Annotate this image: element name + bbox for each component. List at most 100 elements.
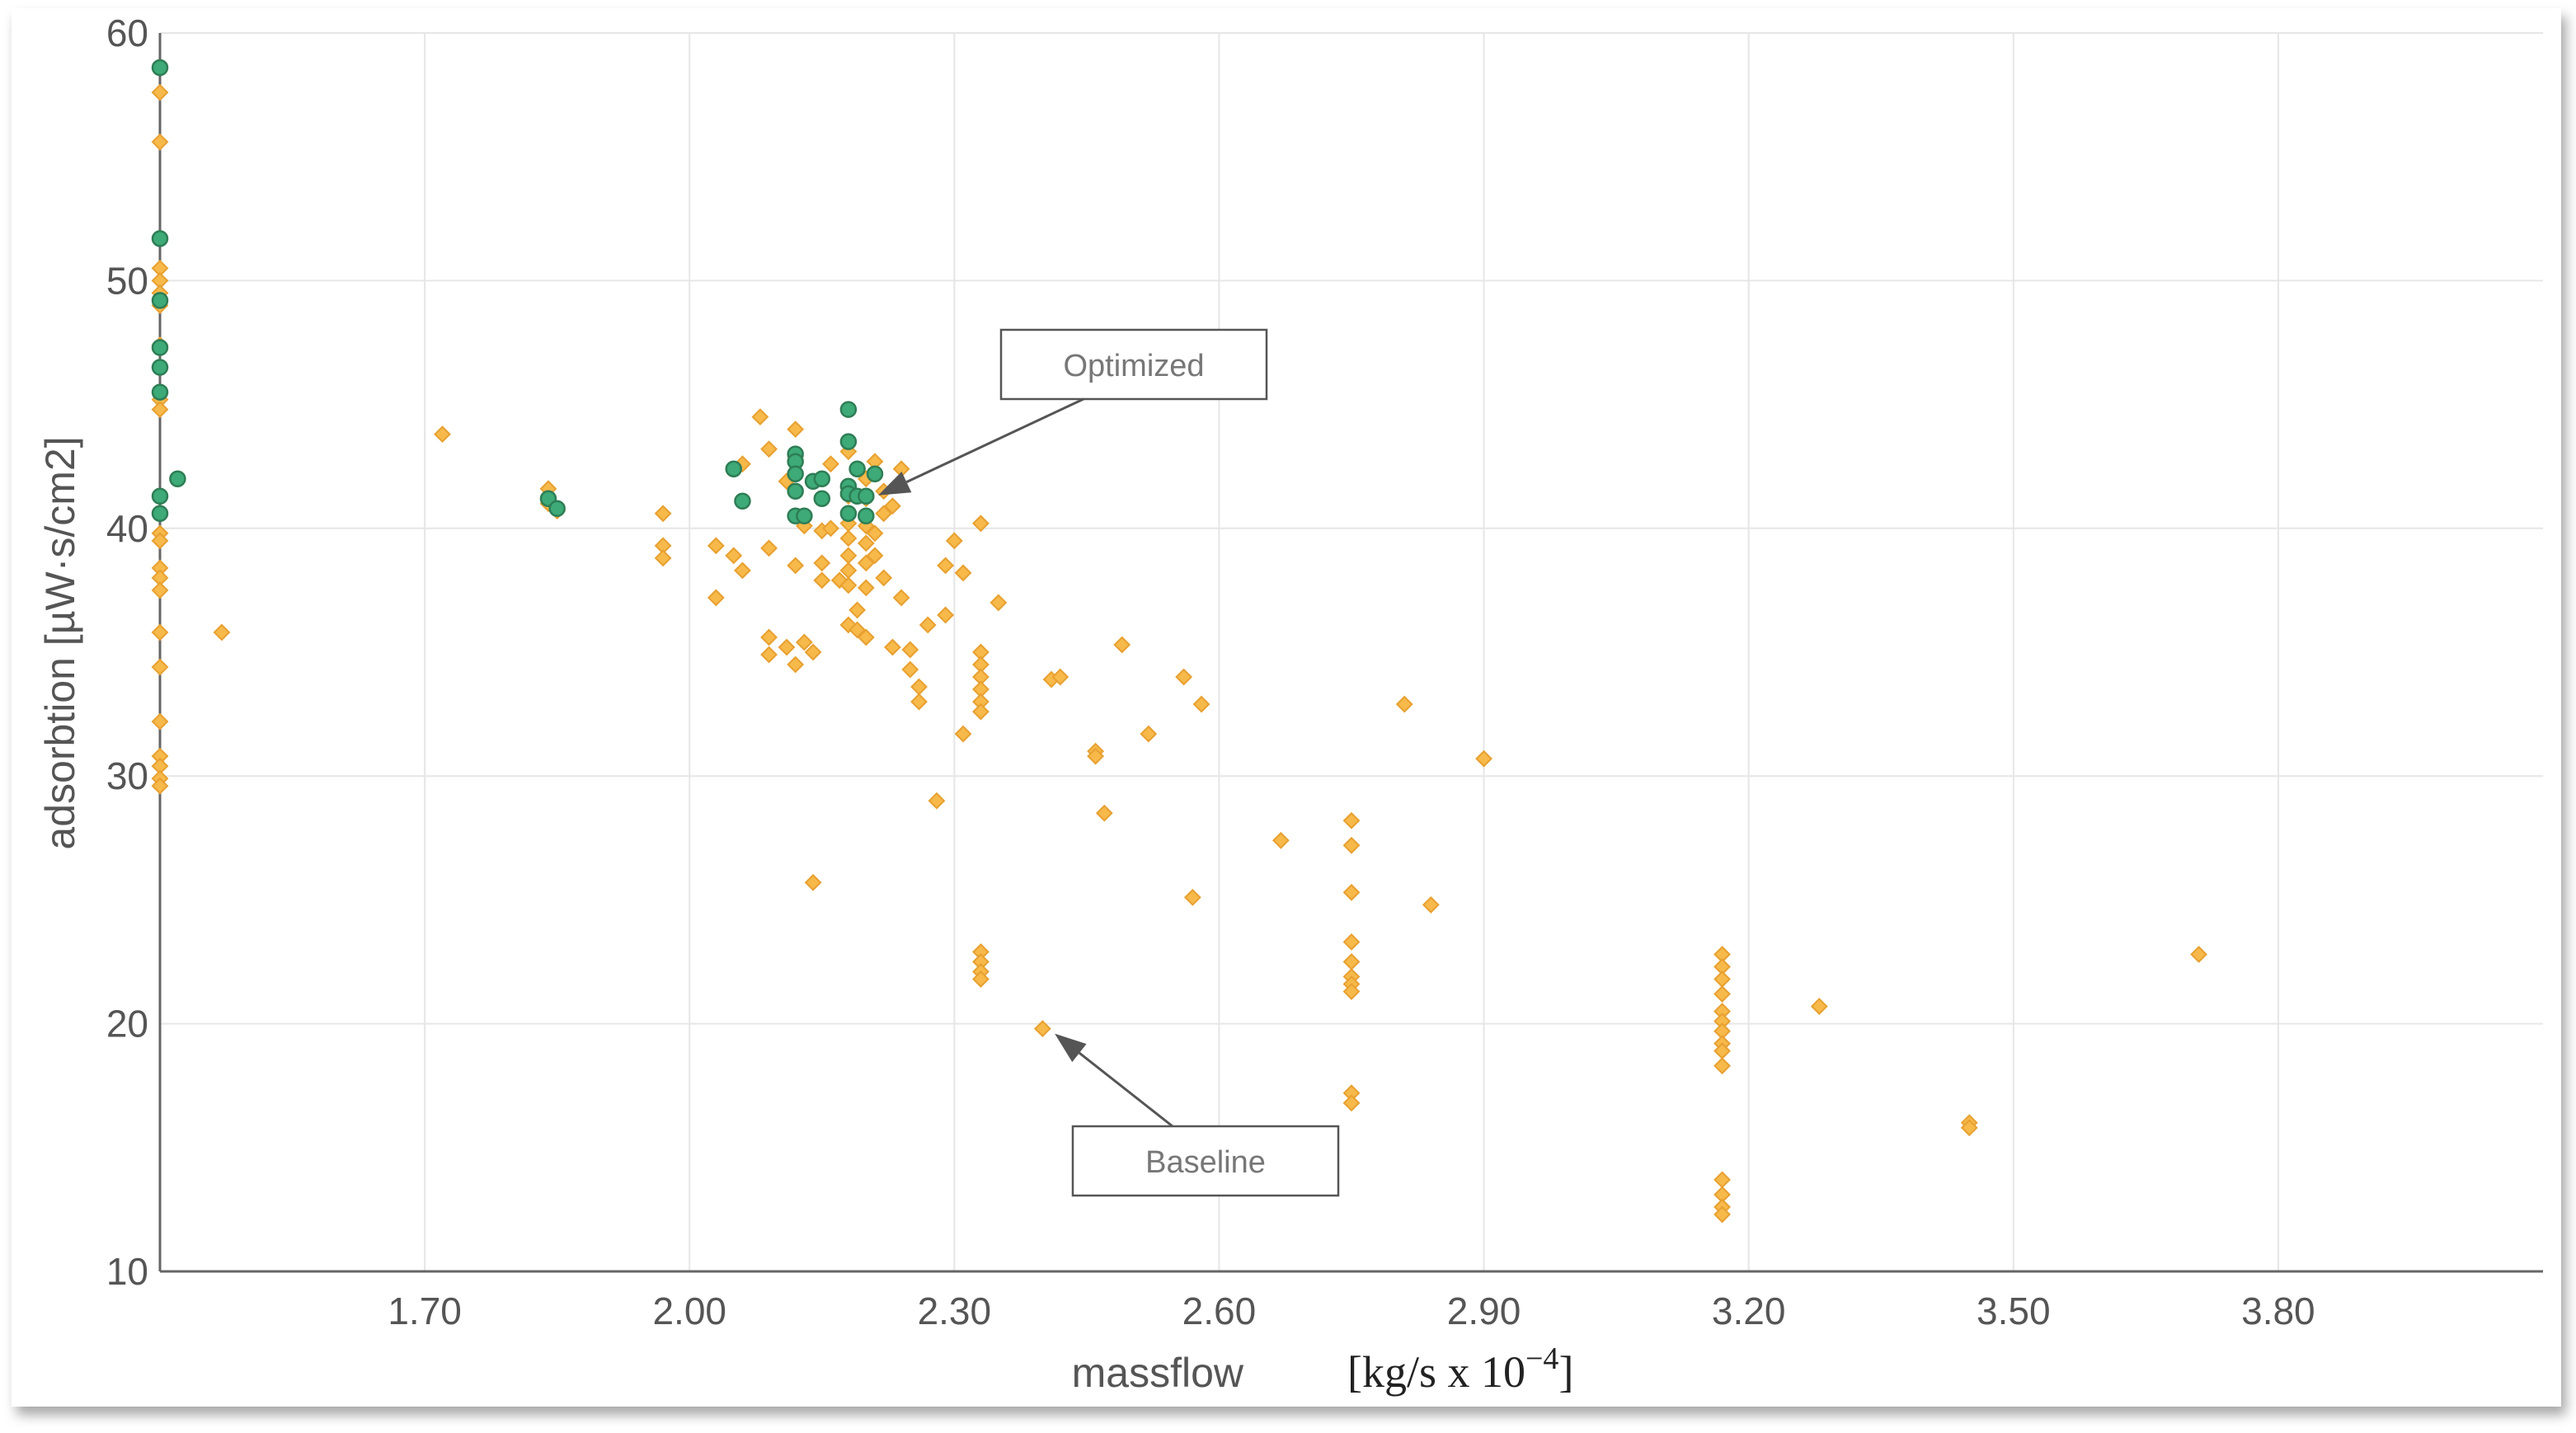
optimized-samples-point	[787, 482, 804, 500]
x-tick-label: 3.80	[2241, 1290, 2315, 1332]
baseline-samples-point	[954, 564, 972, 582]
baseline-label-box	[1071, 1125, 1340, 1197]
baseline-samples-point	[151, 777, 169, 795]
baseline-samples-point	[937, 606, 955, 624]
x-axis-unit-suffix: ]	[1558, 1347, 1573, 1397]
optimized-samples-point	[866, 465, 884, 482]
baseline-samples-point	[839, 529, 858, 547]
x-tick-label: 2.00	[652, 1290, 726, 1332]
baseline-samples-point	[778, 638, 796, 656]
baseline-samples-point	[919, 616, 937, 634]
baseline-samples-point	[1960, 1119, 1978, 1137]
baseline-samples-point	[1713, 1205, 1731, 1224]
scatter-chart: 10 20 30 40 50 60 1.70 2.00 2.30 2.60 2.90 3.20 3.50…	[37, 12, 2543, 1397]
optimized-label-box	[999, 328, 1268, 401]
optimized-samples-point	[151, 339, 169, 356]
baseline-samples-point	[734, 561, 751, 580]
baseline-samples-point	[1272, 831, 1290, 849]
baseline-samples-point	[857, 579, 875, 597]
baseline-samples-point	[707, 589, 725, 607]
baseline-samples-point	[151, 133, 169, 151]
baseline-samples-point	[1810, 998, 1828, 1015]
baseline-samples-point	[954, 725, 972, 743]
baseline-samples-point	[813, 571, 831, 590]
baseline-samples-point	[151, 401, 169, 419]
y-tick-label: 10	[106, 1250, 148, 1293]
y-tick-label: 20	[106, 1003, 148, 1045]
data-points	[151, 59, 2207, 1224]
optimized-samples-point	[813, 490, 831, 508]
baseline-samples-point	[839, 547, 858, 565]
tick-labels: 10 20 30 40 50 60 1.70 2.00 2.30 2.60 2.90 3.20 3.50…	[106, 12, 2315, 1332]
baseline-samples-point	[1095, 804, 1113, 822]
optimized-samples-point	[151, 292, 169, 309]
x-axis-title-group: massflow [kg/s x 10−4]	[1072, 1341, 1574, 1397]
baseline-samples-point	[151, 658, 169, 676]
baseline-samples-point	[1342, 836, 1361, 854]
optimized-samples-point	[151, 230, 169, 247]
optimized-samples-point	[169, 470, 186, 487]
baseline-samples-point	[787, 421, 805, 439]
baseline-samples-point	[866, 547, 884, 565]
baseline-samples-point	[1342, 883, 1361, 901]
baseline-samples-point	[875, 505, 893, 523]
optimized-samples-point	[839, 401, 858, 418]
x-tick-label: 2.90	[1447, 1290, 1521, 1332]
optimized-label: Optimized	[1063, 349, 1204, 383]
x-axis-unit-prefix: [kg/s x 10	[1347, 1347, 1525, 1397]
baseline-samples-point	[1342, 983, 1361, 1000]
baseline-samples-point	[1342, 1094, 1361, 1112]
x-axis-unit: [kg/s x 10−4]	[1347, 1341, 1573, 1397]
baseline-samples-point	[760, 440, 778, 458]
baseline-samples-point	[2190, 946, 2207, 963]
baseline-samples-point	[804, 643, 822, 661]
baseline-samples-point	[1713, 970, 1731, 988]
optimized-samples-point	[151, 383, 169, 401]
optimized-arrowhead	[878, 471, 912, 496]
baseline-arrow	[1079, 1051, 1173, 1128]
baseline-samples-point	[839, 576, 858, 594]
optimized-samples-point	[725, 460, 742, 477]
y-tick-label: 50	[106, 259, 148, 302]
x-axis-unit-exponent: −4	[1525, 1341, 1558, 1376]
grid-lines	[160, 32, 2543, 1272]
optimized-samples-point	[787, 465, 804, 482]
annotations: Optimized Baseline	[878, 328, 1340, 1197]
baseline-samples-point	[151, 623, 169, 641]
x-tick-label: 3.50	[1977, 1290, 2051, 1332]
baseline-samples-point	[910, 693, 928, 711]
optimized-samples-point	[839, 505, 858, 523]
baseline-samples-point	[1342, 933, 1361, 951]
optimized-samples-point	[151, 59, 169, 77]
optimized-samples-point	[734, 492, 751, 510]
baseline-samples-point	[751, 408, 769, 426]
baseline-label: Baseline	[1145, 1145, 1266, 1180]
x-axis-title: massflow	[1072, 1350, 1244, 1396]
baseline-samples-point	[822, 519, 839, 538]
baseline-samples-point	[707, 537, 725, 555]
x-tick-label: 2.60	[1182, 1290, 1257, 1332]
baseline-samples-point	[1175, 668, 1193, 686]
baseline-samples-point	[787, 557, 805, 575]
baseline-samples-point	[875, 569, 893, 587]
baseline-samples-point	[804, 873, 822, 891]
baseline-samples-point	[1192, 695, 1210, 713]
x-tick-label: 2.30	[918, 1290, 992, 1332]
baseline-samples-point	[937, 557, 955, 575]
x-tick-label: 1.70	[388, 1290, 462, 1332]
baseline-samples-point	[857, 554, 875, 572]
baseline-samples-point	[972, 970, 990, 988]
baseline-samples-point	[787, 655, 805, 674]
y-axis-title: adsorbtion [µW·s/cm2]	[37, 436, 83, 849]
baseline-samples-point	[928, 792, 946, 810]
baseline-samples-point	[1395, 695, 1413, 713]
baseline-samples-point	[1033, 1020, 1051, 1038]
baseline-samples-point	[151, 532, 169, 550]
baseline-samples-point	[866, 524, 884, 543]
baseline-samples-point	[848, 601, 867, 619]
baseline-samples-point	[892, 589, 910, 607]
baseline-samples-point	[151, 581, 169, 599]
baseline-samples-point	[945, 532, 963, 550]
baseline-samples-point	[151, 712, 169, 731]
optimized-samples-point	[813, 470, 831, 487]
